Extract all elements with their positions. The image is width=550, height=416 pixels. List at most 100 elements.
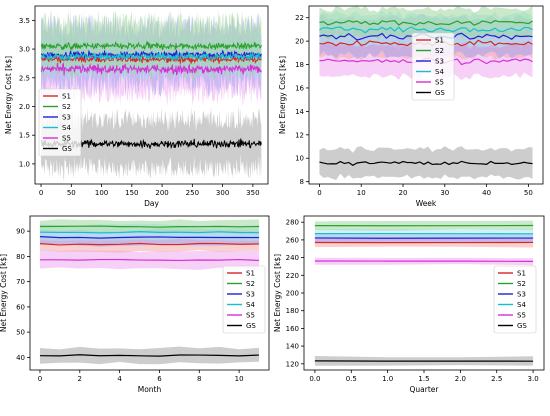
- y-axis-label: Net Energy Cost [k$]: [273, 254, 282, 332]
- legend: S1 S2 S3 S4 S5 GS: [222, 265, 266, 334]
- legend-label-gs: GS: [62, 145, 72, 153]
- y-tick-label: 18: [295, 61, 304, 69]
- x-tick-label: 10: [235, 375, 244, 383]
- series-line-s3: [39, 236, 260, 239]
- legend-label-s1: S1: [517, 270, 526, 278]
- series-line-s2: [40, 40, 262, 52]
- x-tick-label: 30: [440, 189, 449, 197]
- legend-box: [38, 88, 82, 157]
- y-axis-label: Net Energy Cost [k$]: [278, 56, 287, 134]
- x-tick-label: 0.0: [309, 375, 320, 383]
- x-tick-label: 50: [67, 189, 76, 197]
- series-line-s1: [40, 54, 262, 65]
- y-tick-label: 22: [295, 14, 304, 22]
- x-tick-label: 50: [524, 189, 533, 197]
- series-line-s2: [39, 225, 260, 228]
- x-tick-label: 350: [246, 189, 259, 197]
- series-line-s2: [319, 19, 533, 26]
- x-tick-label: 0: [38, 375, 42, 383]
- y-tick-label: 140: [286, 343, 299, 351]
- y-tick-label: 10: [295, 155, 304, 163]
- y-tick-label: 280: [286, 219, 299, 227]
- y-tick-label: 1.0: [19, 160, 30, 168]
- x-tick-label: 20: [399, 189, 408, 197]
- y-tick-label: 180: [286, 307, 299, 315]
- legend-label-s3: S3: [62, 114, 71, 122]
- x-tick-label: 2.0: [455, 375, 466, 383]
- legend-label-s3: S3: [517, 291, 526, 299]
- legend-label-s2: S2: [517, 280, 526, 288]
- legend-label-s1: S1: [62, 93, 71, 101]
- x-tick-label: 0.5: [346, 375, 357, 383]
- y-tick-label: 3.5: [19, 17, 30, 25]
- y-tick-label: 120: [286, 360, 299, 368]
- x-tick-label: 40: [482, 189, 491, 197]
- y-tick-label: 2.0: [19, 103, 30, 111]
- legend-label-gs: GS: [517, 322, 527, 330]
- y-tick-label: 8: [300, 178, 304, 186]
- y-tick-label: 260: [286, 236, 299, 244]
- x-tick-label: 2.5: [491, 375, 502, 383]
- y-tick-label: 40: [16, 354, 25, 362]
- legend-label-s5: S5: [435, 79, 444, 87]
- legend-label-s2: S2: [435, 47, 444, 55]
- chart-panel-bottom-left: 0 2 4 6 8 10 40 50 60 70 80 90 Month Net Energy Cost …: [0, 215, 270, 394]
- y-tick-label: 90: [16, 228, 25, 236]
- y-axis-label: Net Energy Cost [k$]: [0, 254, 8, 332]
- series-line-s4: [319, 26, 533, 34]
- y-tick-label: 12: [295, 131, 304, 139]
- chart-panel-top-left: 0 50 100 150 200 250 300 350 1.0 1.5 2.0 2.5 3.0 3.5 D…: [4, 5, 269, 208]
- x-tick-label: 100: [95, 189, 108, 197]
- y-tick-label: 80: [16, 253, 25, 261]
- x-tick-label: 3.0: [528, 375, 539, 383]
- legend-label-s5: S5: [62, 135, 71, 143]
- legend-label-s4: S4: [246, 301, 255, 309]
- series-line-s3: [40, 49, 262, 61]
- chart-panel-top-right: 0 10 20 30 40 50 8 10 12 14 16 18 20 22 Week Net Energy…: [278, 5, 544, 208]
- legend-label-gs: GS: [246, 322, 256, 330]
- legend-label-gs: GS: [435, 89, 445, 97]
- legend: S1 S2 S3 S4 S5 GS: [411, 32, 455, 101]
- x-axis-label: Month: [138, 385, 162, 394]
- x-tick-label: 300: [216, 189, 229, 197]
- x-tick-label: 8: [197, 375, 201, 383]
- series-line-s4: [40, 51, 262, 63]
- legend-label-s3: S3: [435, 58, 444, 66]
- y-tick-label: 160: [286, 325, 299, 333]
- y-tick-label: 60: [16, 303, 25, 311]
- legend-label-s1: S1: [246, 270, 255, 278]
- legend-label-s2: S2: [62, 103, 71, 111]
- y-tick-label: 20: [295, 38, 304, 46]
- y-axis-label: Net Energy Cost [k$]: [4, 56, 13, 134]
- legend-label-s4: S4: [435, 68, 444, 76]
- series-line-s5: [40, 62, 262, 76]
- x-tick-label: 0: [317, 189, 321, 197]
- y-tick-label: 14: [295, 108, 304, 116]
- x-tick-label: 0: [39, 189, 43, 197]
- x-tick-label: 6: [157, 375, 162, 383]
- x-tick-label: 1.5: [418, 375, 429, 383]
- y-tick-label: 2.5: [19, 74, 30, 82]
- legend-label-s1: S1: [435, 37, 444, 45]
- x-tick-label: 150: [125, 189, 138, 197]
- y-tick-label: 50: [16, 329, 25, 337]
- legend: S1 S2 S3 S4 S5 GS: [38, 88, 82, 157]
- series-line-gs: [319, 160, 533, 166]
- series-line-gs: [39, 354, 260, 357]
- x-tick-label: 10: [357, 189, 366, 197]
- x-axis-label: Quarter: [410, 385, 440, 394]
- x-tick-label: 1.0: [382, 375, 393, 383]
- legend-label-s4: S4: [517, 301, 526, 309]
- y-tick-label: 16: [295, 84, 304, 92]
- x-tick-label: 200: [155, 189, 168, 197]
- plot-frame: [34, 5, 269, 185]
- y-tick-label: 1.5: [19, 132, 30, 140]
- plot-frame: [29, 215, 270, 371]
- legend-box: [493, 265, 537, 334]
- plot-area: [39, 219, 260, 365]
- x-tick-label: 250: [186, 189, 199, 197]
- plot-frame: [308, 5, 544, 185]
- x-axis-label: Week: [416, 199, 437, 208]
- legend-label-s4: S4: [62, 124, 71, 132]
